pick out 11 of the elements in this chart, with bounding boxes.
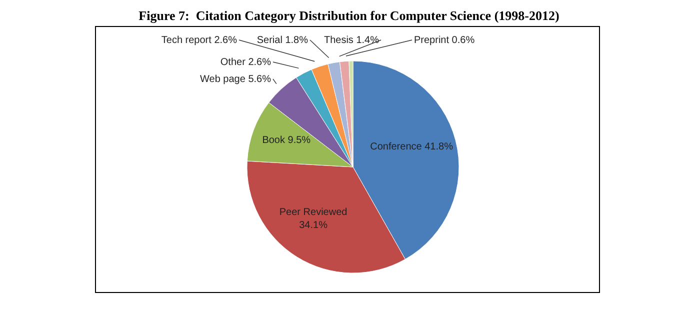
slice-label: Book 9.5% <box>262 135 311 146</box>
slice-label: Serial 1.8% <box>256 35 308 46</box>
chart-title: Figure 7: Citation Category Distribution for Computer Science (1998-2012) <box>138 8 560 25</box>
slice-label: Web page 5.6% <box>200 74 272 85</box>
slice-label: Thesis 1.4% <box>324 35 380 46</box>
slice-label: Conference 41.8% <box>370 141 454 152</box>
data-label: 34.1% <box>299 220 328 231</box>
slice-label: Tech report 2.6% <box>161 35 238 46</box>
slice-label: Peer Reviewed <box>279 206 348 218</box>
slice-label: Preprint 0.6% <box>414 35 475 46</box>
slice-label: Other 2.6% <box>220 57 272 68</box>
